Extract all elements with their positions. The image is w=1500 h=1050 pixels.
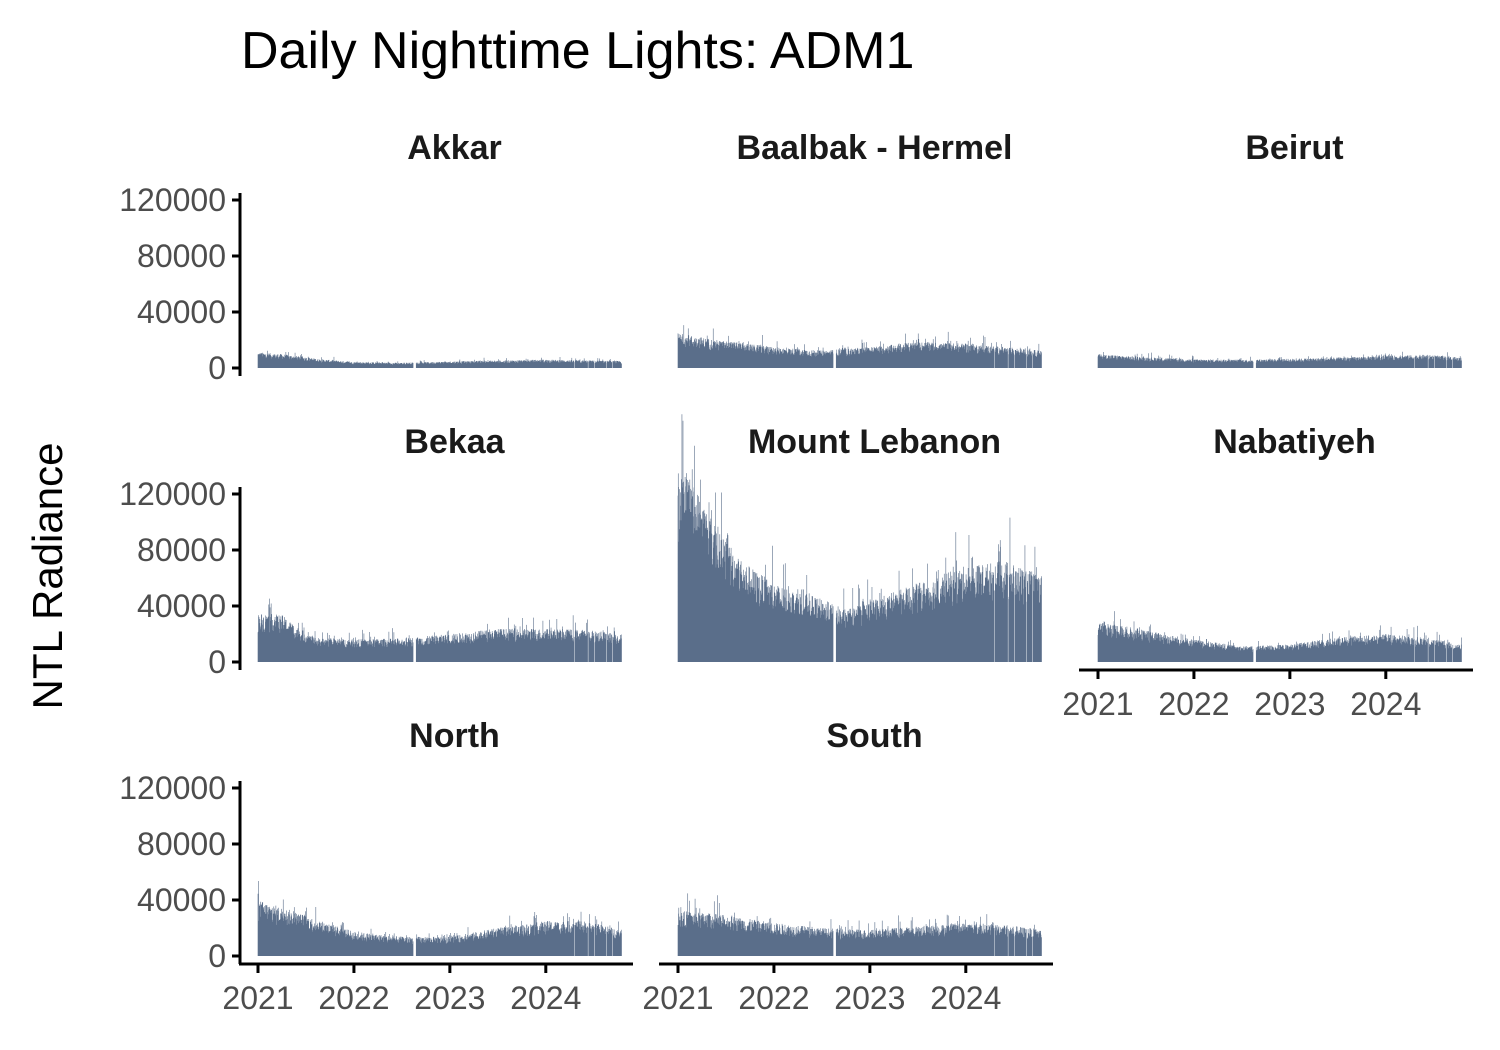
daily-bars xyxy=(1097,611,1462,662)
x-tick-label: 2024 xyxy=(930,980,1001,1016)
panel-title: Baalbak - Hermel xyxy=(737,129,1013,167)
panel-bekaa: Bekaa 0 40000 80000 120000 xyxy=(119,423,622,680)
panel-mount-lebanon: Mount Lebanon xyxy=(677,414,1042,662)
bar-series xyxy=(677,325,1042,368)
y-tick-label: 40000 xyxy=(137,294,226,330)
y-tick-label: 0 xyxy=(208,350,226,386)
x-tick-label: 2023 xyxy=(1254,686,1325,722)
x-tick-label: 2022 xyxy=(738,980,809,1016)
daily-bars xyxy=(677,414,1042,662)
y-tick-label: 120000 xyxy=(119,476,226,512)
panel-title: South xyxy=(826,717,922,755)
bar-series xyxy=(1097,611,1462,662)
bar-series xyxy=(257,350,622,368)
y-tick-label: 40000 xyxy=(137,588,226,624)
panel-nabatiyeh: Nabatiyeh 2021 2022 2023 2024 xyxy=(1062,423,1473,722)
bar-series xyxy=(257,598,622,662)
x-tick-label: 2023 xyxy=(834,980,905,1016)
panel-title: Bekaa xyxy=(404,423,505,461)
panel-baalbak-hermel: Baalbak - Hermel xyxy=(677,129,1042,368)
y-tick-label: 80000 xyxy=(137,532,226,568)
panel-title: Nabatiyeh xyxy=(1213,423,1376,461)
panel-north: North 0 40000 80000 120000 2021 2022 2023 2024 xyxy=(119,717,633,1016)
daily-bars xyxy=(677,893,1042,956)
y-tick-label: 80000 xyxy=(137,826,226,862)
bar-series xyxy=(677,414,1042,662)
x-tick-label: 2021 xyxy=(1062,686,1133,722)
daily-bars xyxy=(677,325,1042,368)
panels: Akkar 0 40000 80000 120000 Baalbak - Hermel Be… xyxy=(119,129,1473,1016)
x-tick-label: 2024 xyxy=(1350,686,1421,722)
y-tick-label: 120000 xyxy=(119,182,226,218)
x-tick-label: 2024 xyxy=(510,980,581,1016)
y-axis-label: NTL Radiance xyxy=(24,443,71,710)
x-tick-label: 2022 xyxy=(318,980,389,1016)
y-tick-label: 80000 xyxy=(137,238,226,274)
x-tick-label: 2021 xyxy=(642,980,713,1016)
y-tick-label: 0 xyxy=(208,644,226,680)
bar-series xyxy=(1097,351,1462,368)
y-tick-label: 0 xyxy=(208,938,226,974)
panel-beirut: Beirut xyxy=(1097,129,1462,368)
panel-akkar: Akkar 0 40000 80000 120000 xyxy=(119,129,622,386)
bar-series xyxy=(677,893,1042,956)
panel-south: South 2021 2022 2023 2024 xyxy=(642,717,1053,1016)
daily-bars xyxy=(257,598,622,662)
daily-bars xyxy=(257,350,622,368)
panel-title: North xyxy=(409,717,500,755)
daily-bars xyxy=(257,880,622,956)
panel-title: Mount Lebanon xyxy=(748,423,1001,461)
y-tick-label: 40000 xyxy=(137,882,226,918)
x-tick-label: 2022 xyxy=(1158,686,1229,722)
x-tick-label: 2021 xyxy=(222,980,293,1016)
y-tick-label: 120000 xyxy=(119,770,226,806)
chart-title: Daily Nighttime Lights: ADM1 xyxy=(241,22,914,80)
x-tick-label: 2023 xyxy=(414,980,485,1016)
daily-bars xyxy=(1097,351,1462,368)
panel-title: Beirut xyxy=(1245,129,1343,167)
panel-title: Akkar xyxy=(407,129,502,167)
bar-series xyxy=(257,880,622,956)
